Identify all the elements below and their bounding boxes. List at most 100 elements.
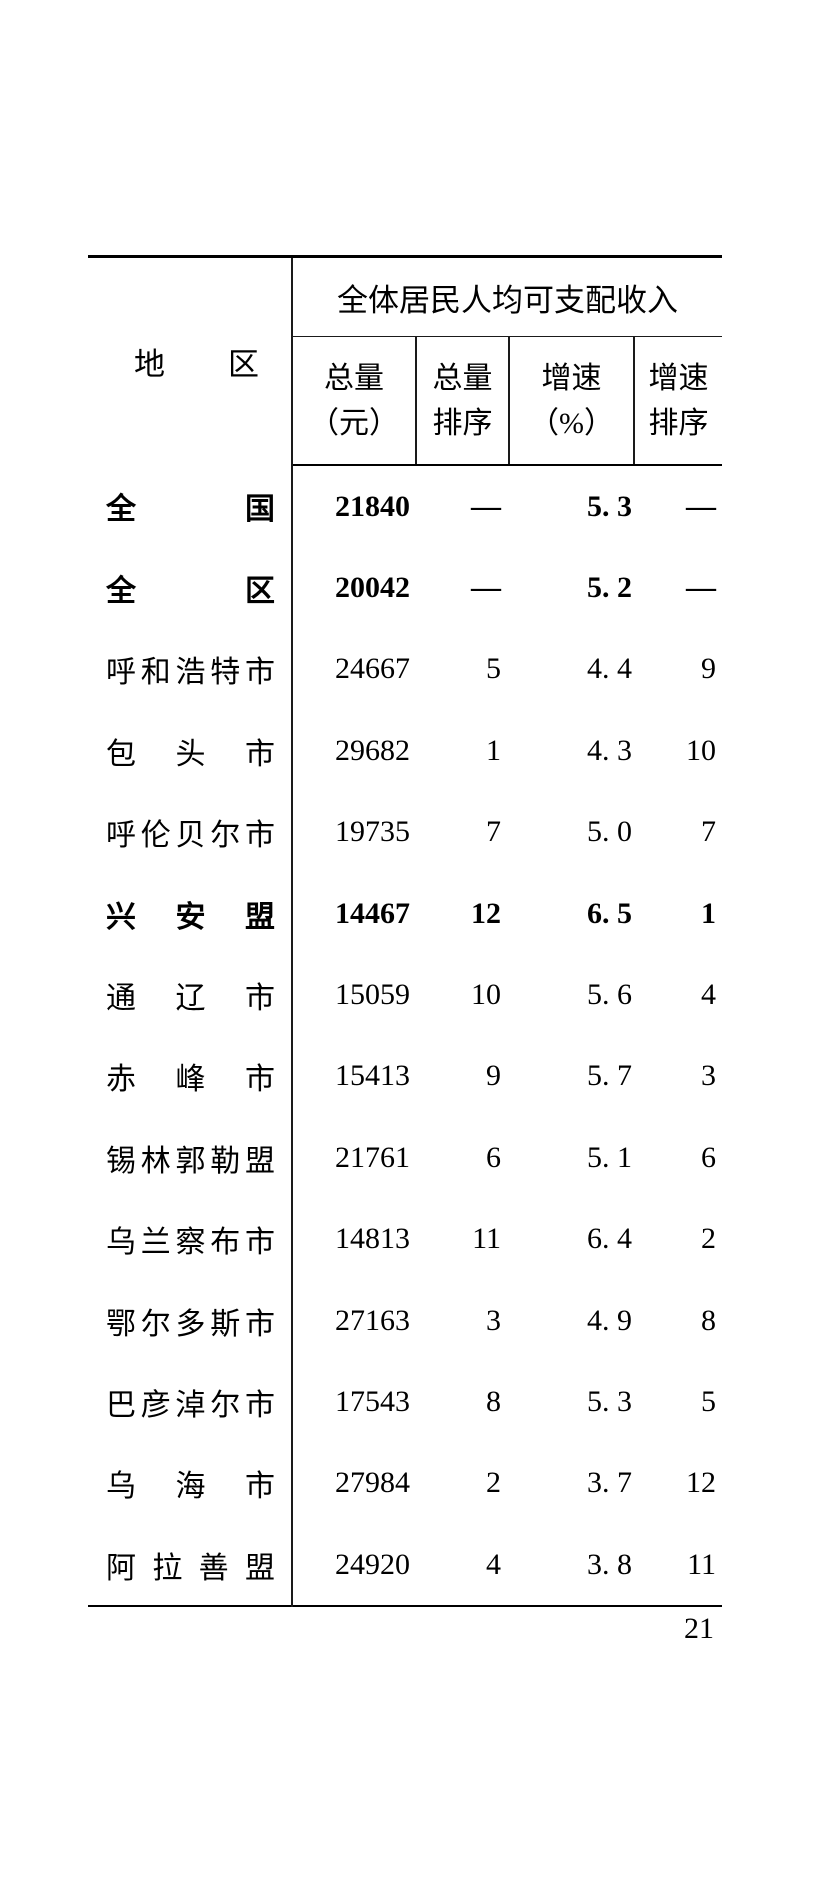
total-rank-cell: 10 (471, 978, 501, 1012)
total-cell: 19735 (335, 815, 410, 849)
table-header: 地区 全体居民人均可支配收入 总量 （元） 总量 排序 增速 （%） 增速 (88, 256, 722, 466)
total-header-line1: 总量 (324, 361, 384, 395)
table-row: 通辽市 15059 10 5. 6 4 (88, 954, 722, 1036)
region-column-header: 地区 (88, 256, 293, 465)
total-cell: 21840 (335, 489, 410, 523)
total-cell: 14813 (335, 1222, 410, 1256)
growth-cell: 5. 0 (587, 815, 632, 849)
total-cell: 17543 (335, 1384, 410, 1418)
growth-rank-cell: 4 (701, 978, 716, 1012)
header-row-span: 地区 全体居民人均可支配收入 (88, 256, 722, 465)
region-cell: 全国 (88, 465, 293, 548)
total-column-header: 总量 （元） (291, 336, 416, 466)
growth-rank-cell: — (686, 571, 716, 605)
table-body: 全国 21840 — 5. 3 — 全区 20042 — 5. 2 — 呼和浩特… (88, 465, 722, 1607)
table-row: 乌海市 27984 2 3. 7 12 (88, 1442, 722, 1525)
table-row: 呼伦贝尔市 19735 7 5. 0 7 (88, 791, 722, 873)
growth-cell: 4. 3 (587, 733, 632, 767)
total-rank-header-line2: 排序 (432, 406, 493, 440)
region-cell: 乌海市 (88, 1442, 293, 1525)
table-row: 乌兰察布市 14813 11 6. 4 2 (88, 1198, 722, 1280)
growth-cell: 5. 3 (587, 489, 632, 523)
table-row: 锡林郭勒盟 21761 6 5. 1 6 (88, 1117, 722, 1199)
growth-rank-cell: 10 (686, 733, 716, 767)
growth-rank-cell: 8 (701, 1303, 716, 1337)
growth-rank-cell: 11 (687, 1547, 716, 1581)
region-cell: 全区 (88, 547, 293, 629)
growth-column-header: 增速 （%） (508, 336, 634, 466)
total-cell: 24920 (335, 1547, 410, 1581)
growth-rank-cell: 5 (701, 1384, 716, 1418)
growth-cell: 5. 6 (587, 978, 632, 1012)
table-row: 呼和浩特市 24667 5 4. 4 9 (88, 628, 722, 711)
total-cell: 14467 (335, 896, 410, 930)
region-cell: 包头市 (88, 710, 293, 792)
region-cell: 锡林郭勒盟 (88, 1117, 293, 1199)
total-rank-cell: — (471, 571, 501, 605)
table-row: 赤峰市 15413 9 5. 7 3 (88, 1035, 722, 1118)
region-cell: 巴彦淖尔市 (88, 1361, 293, 1443)
region-cell: 通辽市 (88, 954, 293, 1036)
total-rank-cell: 7 (486, 815, 501, 849)
income-table: 地区 全体居民人均可支配收入 总量 （元） 总量 排序 增速 （%） 增速 (88, 255, 722, 1608)
region-cell: 乌兰察布市 (88, 1198, 293, 1280)
total-rank-cell: 3 (486, 1303, 501, 1337)
total-rank-cell: 9 (486, 1059, 501, 1093)
total-rank-cell: 2 (486, 1466, 501, 1500)
growth-header-line1: 增速 (541, 361, 602, 395)
table-row-region-total: 全区 20042 — 5. 2 — (88, 547, 722, 629)
total-rank-header-line1: 总量 (432, 361, 493, 395)
growth-rank-cell: 6 (701, 1140, 716, 1174)
growth-cell: 4. 4 (587, 652, 632, 686)
table-row: 巴彦淖尔市 17543 8 5. 3 5 (88, 1361, 722, 1443)
region-cell: 呼伦贝尔市 (88, 791, 293, 873)
growth-cell: 3. 8 (587, 1547, 632, 1581)
growth-rank-cell: 7 (701, 815, 716, 849)
table-row-xingan: 兴安盟 14467 12 6. 5 1 (88, 872, 722, 955)
growth-cell: 5. 1 (587, 1140, 632, 1174)
page-number: 21 (684, 1612, 714, 1645)
growth-cell: 4. 9 (587, 1303, 632, 1337)
growth-rank-cell: 12 (686, 1466, 716, 1500)
region-cell: 呼和浩特市 (88, 628, 293, 711)
total-cell: 21761 (335, 1140, 410, 1174)
total-rank-cell: 1 (486, 733, 501, 767)
total-rank-cell: 12 (471, 896, 501, 930)
growth-rank-column-header: 增速 排序 (633, 336, 722, 466)
total-cell: 20042 (335, 571, 410, 605)
total-rank-column-header: 总量 排序 (415, 336, 509, 466)
table-row: 鄂尔多斯市 27163 3 4. 9 8 (88, 1279, 722, 1362)
table-row: 阿拉善盟 24920 4 3. 8 11 (88, 1524, 722, 1607)
growth-rank-cell: 9 (701, 652, 716, 686)
region-cell: 阿拉善盟 (88, 1524, 293, 1607)
region-cell: 兴安盟 (88, 872, 293, 955)
growth-header-line2: （%） (529, 406, 614, 440)
total-cell: 15413 (335, 1059, 410, 1093)
total-rank-cell: 6 (486, 1140, 501, 1174)
growth-cell: 5. 2 (587, 571, 632, 605)
total-rank-cell: — (471, 489, 501, 523)
growth-rank-header-line1: 增速 (648, 361, 709, 395)
growth-cell: 6. 4 (587, 1222, 632, 1256)
table-row: 包头市 29682 1 4. 3 10 (88, 710, 722, 792)
total-cell: 27163 (335, 1303, 410, 1337)
total-rank-cell: 4 (486, 1547, 501, 1581)
total-cell: 29682 (335, 733, 410, 767)
income-span-header: 全体居民人均可支配收入 (292, 256, 722, 337)
total-rank-cell: 11 (472, 1222, 501, 1256)
growth-rank-cell: 3 (701, 1059, 716, 1093)
total-rank-cell: 5 (486, 652, 501, 686)
growth-cell: 5. 7 (587, 1059, 632, 1093)
table-row-national: 全国 21840 — 5. 3 — (88, 465, 722, 548)
region-cell: 鄂尔多斯市 (88, 1279, 293, 1362)
growth-rank-header-line2: 排序 (648, 406, 709, 440)
total-cell: 24667 (335, 652, 410, 686)
total-header-line2: （元） (309, 406, 399, 440)
growth-rank-cell: — (686, 489, 716, 523)
growth-rank-cell: 2 (701, 1222, 716, 1256)
growth-cell: 6. 5 (587, 896, 632, 930)
total-cell: 27984 (335, 1466, 410, 1500)
growth-cell: 5. 3 (587, 1384, 632, 1418)
region-cell: 赤峰市 (88, 1035, 293, 1118)
